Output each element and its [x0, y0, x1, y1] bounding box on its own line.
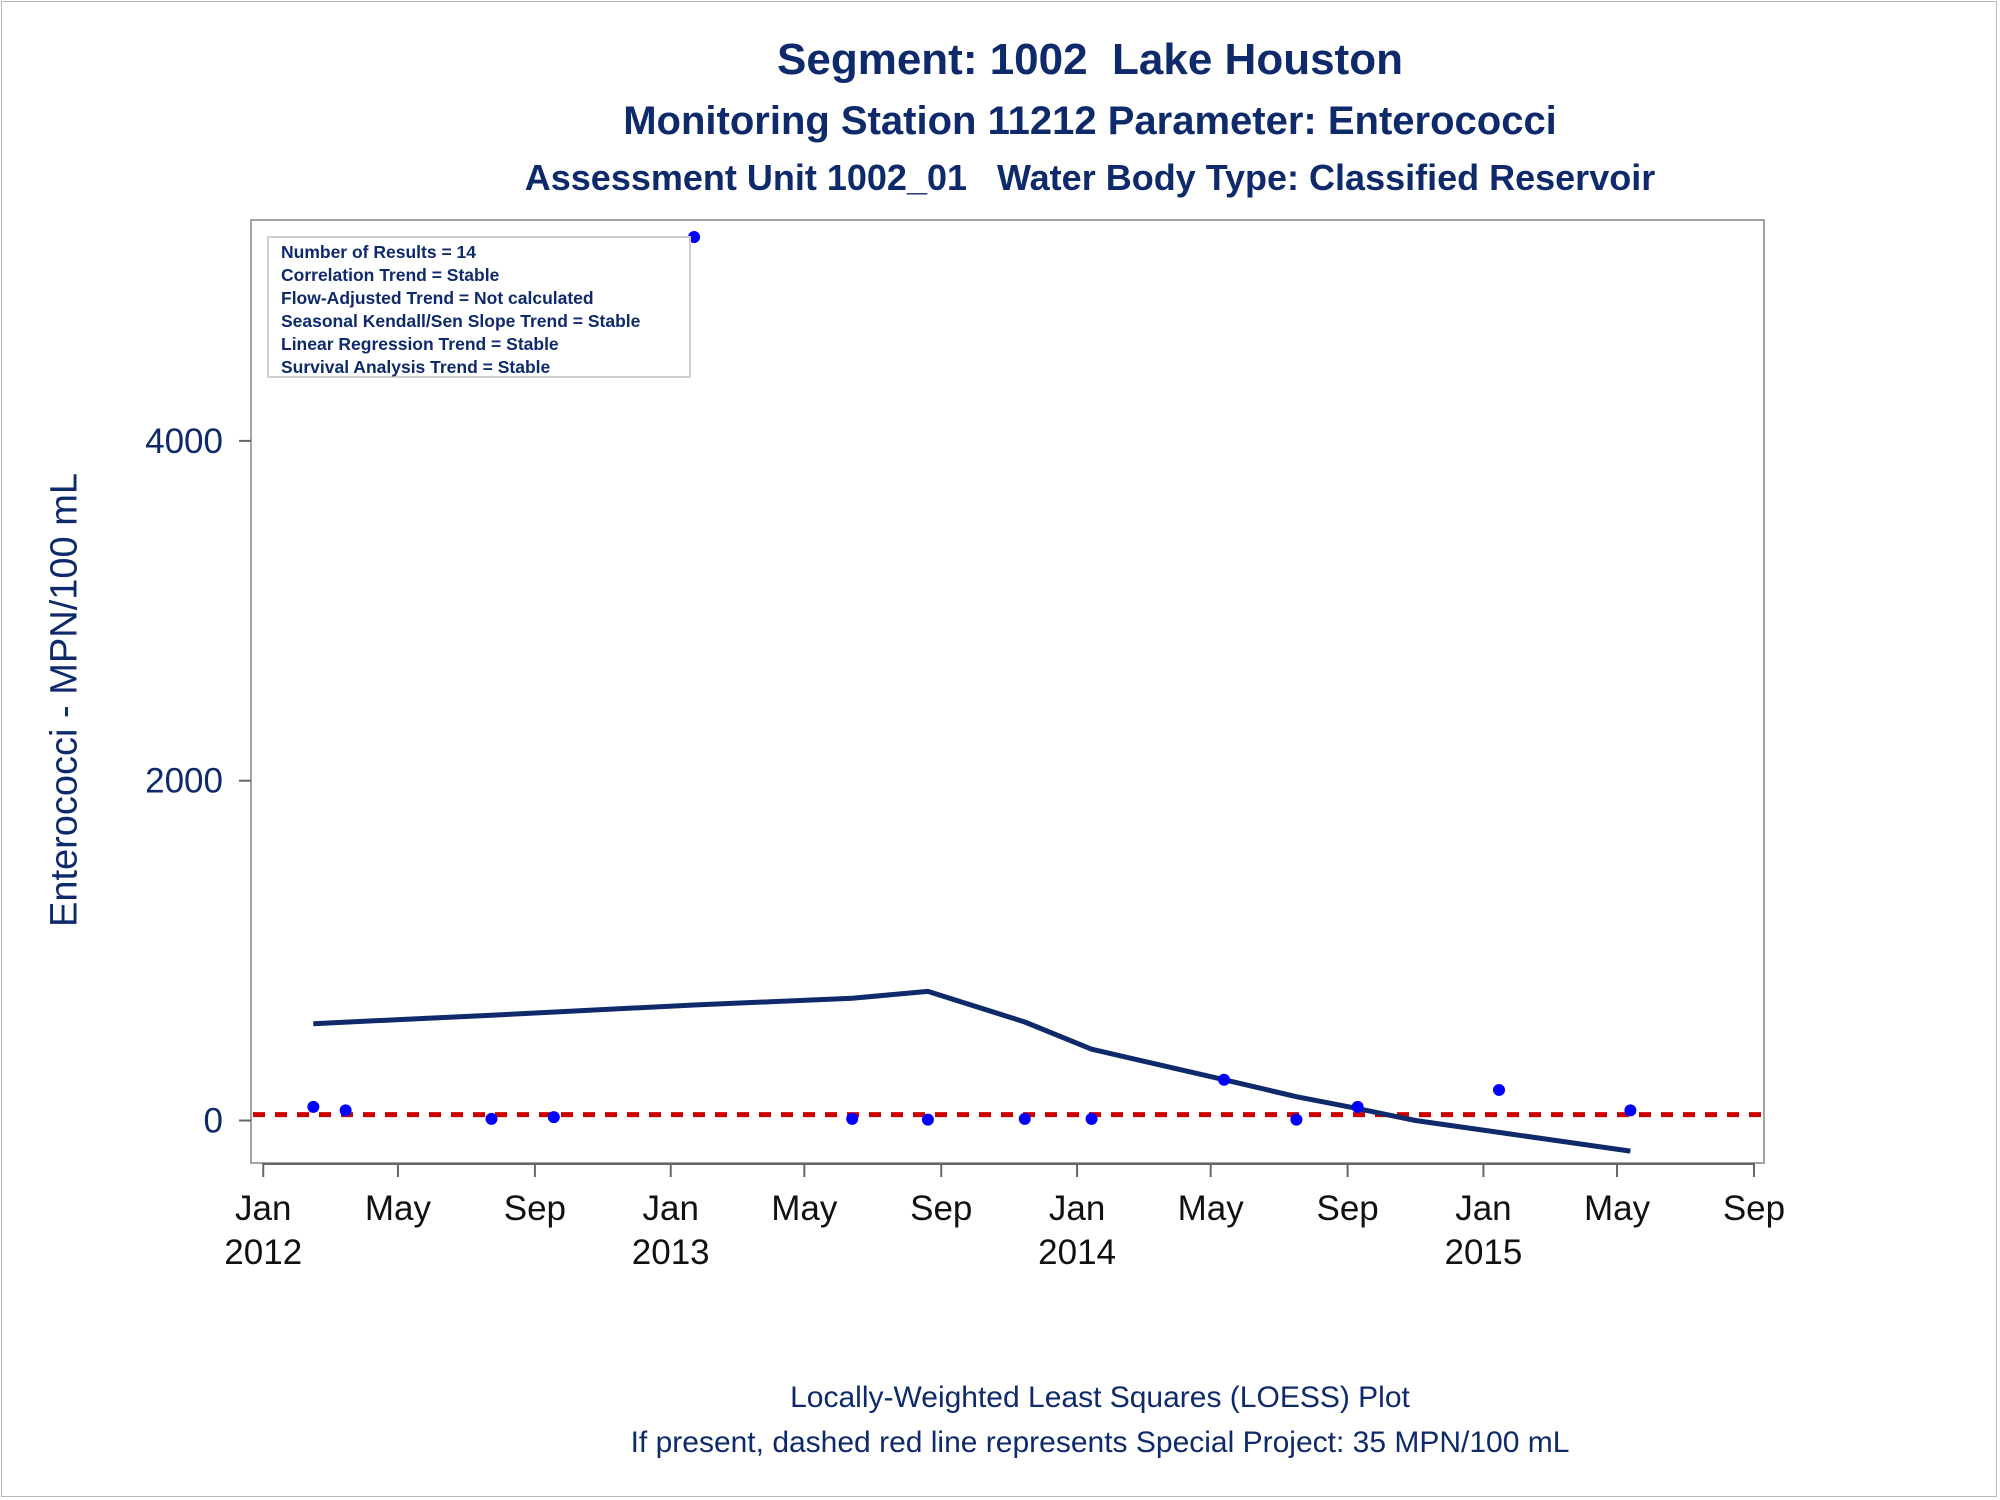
x-tick-year-label: 2012	[224, 1233, 302, 1272]
footnote-loess: Locally-Weighted Least Squares (LOESS) P…	[790, 1381, 1410, 1414]
data-point	[921, 1113, 934, 1126]
chart-subtitle-1: Monitoring Station 11212 Parameter: Ente…	[623, 99, 1557, 143]
data-point	[846, 1112, 859, 1125]
x-tick-label: Sep	[1723, 1189, 1785, 1228]
loess-trend-line	[313, 988, 1631, 1154]
x-tick-label: Sep	[504, 1189, 566, 1228]
y-tick-label: 4000	[145, 422, 223, 461]
trend-summary-line: Seasonal Kendall/Sen Slope Trend = Stabl…	[281, 311, 641, 331]
x-tick-label: Sep	[1316, 1189, 1378, 1228]
data-point	[547, 1111, 560, 1124]
x-tick-label: May	[1584, 1189, 1651, 1228]
data-point	[339, 1104, 352, 1117]
x-tick-label: Sep	[910, 1189, 972, 1228]
data-point	[485, 1112, 498, 1125]
x-tick-label: Jan	[1049, 1189, 1105, 1228]
x-tick-year-label: 2013	[632, 1233, 710, 1272]
trend-summary-box: Number of Results = 14 Correlation Trend…	[267, 236, 691, 378]
data-point	[1018, 1112, 1031, 1125]
x-tick-label: May	[1178, 1189, 1245, 1228]
data-point	[1085, 1112, 1098, 1125]
data-point	[1218, 1073, 1231, 1086]
data-point	[688, 230, 701, 243]
y-tick-label: 2000	[145, 762, 223, 801]
data-point	[307, 1100, 320, 1113]
trend-summary-line: Linear Regression Trend = Stable	[281, 334, 559, 354]
x-tick-label: Jan	[235, 1189, 291, 1228]
trend-summary-line: Correlation Trend = Stable	[281, 265, 500, 285]
chart-title: Segment: 1002 Lake Houston	[777, 35, 1403, 84]
data-point	[1624, 1104, 1637, 1117]
x-tick-year-label: 2014	[1038, 1233, 1116, 1272]
trend-summary-line: Number of Results = 14	[281, 242, 476, 262]
trend-summary-line: Flow-Adjusted Trend = Not calculated	[281, 288, 594, 308]
data-point	[1290, 1113, 1303, 1126]
x-tick-year-label: 2015	[1445, 1233, 1523, 1272]
footnote-reference-line: If present, dashed red line represents S…	[630, 1426, 1570, 1459]
trend-summary-line: Survival Analysis Trend = Stable	[281, 357, 551, 377]
chart-subtitle-2: Assessment Unit 1002_01 Water Body Type:…	[524, 157, 1656, 198]
x-tick-label: Jan	[643, 1189, 699, 1228]
x-tick-label: May	[365, 1189, 432, 1228]
data-point	[1351, 1100, 1364, 1113]
x-tick-label: Jan	[1455, 1189, 1511, 1228]
data-point	[1493, 1083, 1506, 1096]
x-tick-label: May	[771, 1189, 838, 1228]
y-tick-label: 0	[204, 1102, 223, 1141]
